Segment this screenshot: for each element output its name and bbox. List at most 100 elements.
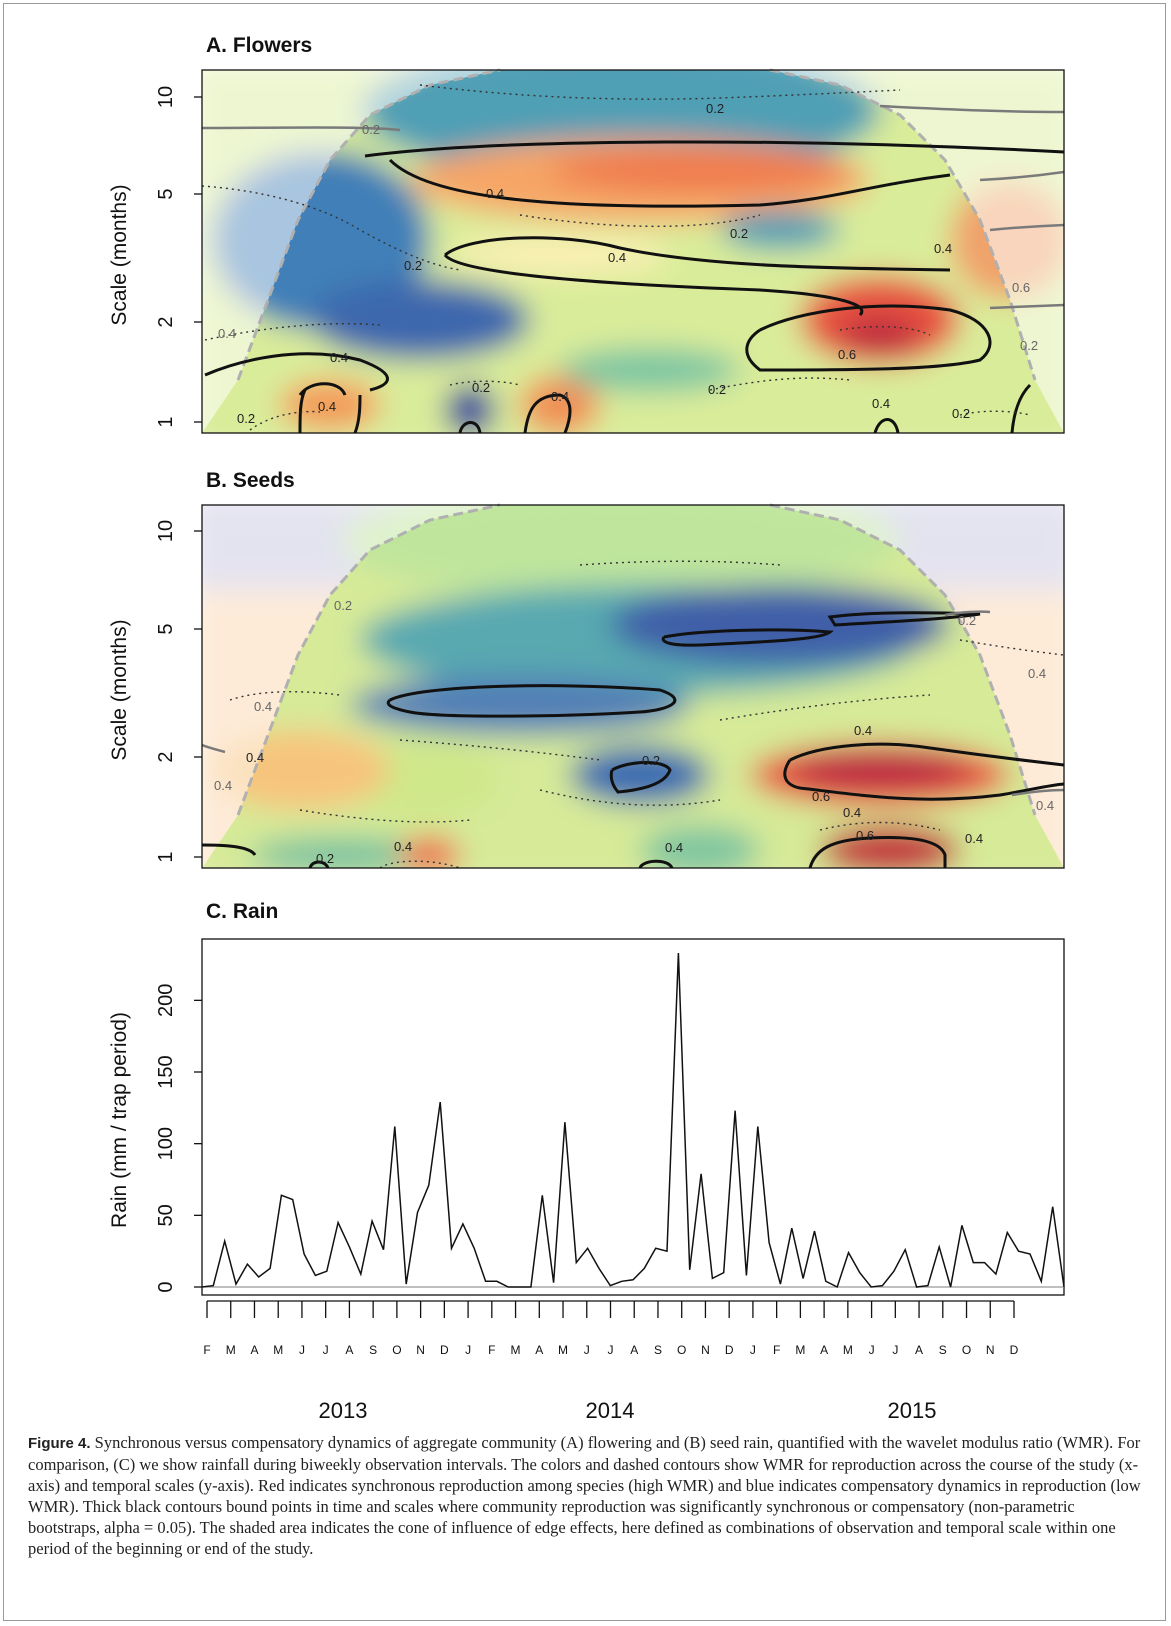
month-label: N	[986, 1343, 995, 1357]
panel-b-contour-labels: 0.2 0.4 0.4 0.4 0.2 0.6 0.4 0.4 0.2 0.4 …	[214, 598, 1054, 866]
month-label: O	[962, 1343, 971, 1357]
month-label: F	[488, 1343, 495, 1357]
month-label: M	[226, 1343, 236, 1357]
month-label: F	[203, 1343, 210, 1357]
ytick-label: 5	[155, 188, 177, 199]
figure-svg: A. Flowers Scale (months)	[108, 34, 1065, 1423]
panel-a-contour-labels: 0.2 0.2 0.4 0.4 0.2 0.2 0.6 0.4 0.4 0.2 …	[218, 101, 1038, 426]
contour-label: 0.6	[1012, 280, 1030, 295]
month-label: A	[630, 1343, 638, 1357]
figure-caption: Figure 4. Synchronous versus compensator…	[28, 1432, 1146, 1559]
ytick-label: 50	[155, 1204, 177, 1226]
ytick-label: 200	[155, 984, 177, 1017]
panel-b-title: B. Seeds	[206, 469, 295, 492]
rain-line	[201, 952, 1065, 1289]
ytick-label: 5	[155, 623, 177, 634]
contour-label: 0.6	[856, 828, 874, 843]
month-label: M	[511, 1343, 521, 1357]
month-label: M	[273, 1343, 283, 1357]
ytick-label: 1	[155, 851, 177, 862]
contour-label: 0.4	[551, 389, 569, 404]
ytick-label: 150	[155, 1055, 177, 1088]
caption-text: Synchronous versus compensatory dynamics…	[28, 1433, 1141, 1558]
contour-label: 0.4	[330, 350, 348, 365]
contour-label: 0.4	[854, 723, 872, 738]
contour-label: 0.2	[472, 380, 490, 395]
month-label: O	[392, 1343, 401, 1357]
contour-label: 0.2	[730, 226, 748, 241]
contour-label: 0.2	[316, 851, 334, 866]
contour-label: 0.2	[237, 411, 255, 426]
contour-label: 0.4	[843, 805, 861, 820]
contour-label: 0.4	[318, 399, 336, 414]
contour-label: 0.4	[218, 326, 236, 341]
contour-label: 0.4	[254, 699, 272, 714]
contour-label: 0.2	[1020, 338, 1038, 353]
month-label: A	[345, 1343, 353, 1357]
month-label: S	[654, 1343, 662, 1357]
contour-label: 0.4	[665, 840, 683, 855]
ytick-label: 10	[155, 520, 177, 542]
contour-label: 0.2	[362, 122, 380, 137]
ytick-label: 2	[155, 751, 177, 762]
month-label: A	[535, 1343, 543, 1357]
contour-label: 0.4	[1028, 666, 1046, 681]
panel-b-yaxis	[194, 530, 202, 858]
contour-label: 0.4	[934, 241, 952, 256]
month-label: J	[299, 1343, 305, 1357]
month-label: J	[750, 1343, 756, 1357]
year-label: 2014	[586, 1398, 635, 1423]
contour-label: 0.4	[394, 839, 412, 854]
month-label: A	[820, 1343, 828, 1357]
panel-b-ylabel: Scale (months)	[108, 619, 131, 760]
panel-b-contours	[202, 560, 1064, 868]
ytick-label: 2	[155, 316, 177, 327]
contour-label: 0.6	[838, 347, 856, 362]
contour-label: 0.4	[486, 186, 504, 201]
rain-year-labels: 2013 2014 2015	[319, 1398, 937, 1423]
panel-a-title: A. Flowers	[206, 34, 312, 57]
contour-label: 0.2	[708, 382, 726, 397]
year-label: 2013	[319, 1398, 368, 1423]
panel-b-coi-line	[236, 503, 1037, 816]
contour-label: 0.6	[812, 789, 830, 804]
caption-label: Figure 4.	[28, 1435, 91, 1452]
contour-label: 0.2	[958, 613, 976, 628]
month-label: D	[1010, 1343, 1019, 1357]
month-label: N	[701, 1343, 710, 1357]
contour-label: 0.4	[608, 250, 626, 265]
month-label: J	[323, 1343, 329, 1357]
panel-a-contours	[202, 84, 1064, 433]
ytick-label: 1	[155, 416, 177, 427]
panel-a-coi-line	[236, 68, 1037, 381]
month-label: M	[843, 1343, 853, 1357]
contour-label: 0.4	[965, 831, 983, 846]
rain-series	[201, 952, 1065, 1289]
panel-a-yaxis	[194, 96, 202, 423]
panel-a-ylabel: Scale (months)	[108, 184, 131, 325]
rain-yaxis: 0 50 100 150 200	[155, 984, 202, 1293]
month-label: M	[558, 1343, 568, 1357]
month-label: J	[584, 1343, 590, 1357]
month-label: S	[369, 1343, 377, 1357]
month-label: S	[939, 1343, 947, 1357]
figure-frame	[3, 3, 1166, 1621]
contour-label: 0.2	[706, 101, 724, 116]
contour-label: 0.4	[214, 778, 232, 793]
month-label: J	[608, 1343, 614, 1357]
month-label: O	[677, 1343, 686, 1357]
contour-label: 0.2	[952, 406, 970, 421]
panel-b-box	[201, 504, 1065, 869]
month-label: F	[773, 1343, 780, 1357]
month-label: N	[416, 1343, 425, 1357]
contour-label: 0.2	[642, 753, 660, 768]
panel-c-box	[201, 938, 1065, 1296]
month-label: A	[915, 1343, 923, 1357]
month-label: A	[250, 1343, 258, 1357]
contour-label: 0.4	[246, 750, 264, 765]
year-label: 2015	[888, 1398, 937, 1423]
ytick-label: 100	[155, 1127, 177, 1160]
panel-c-title: C. Rain	[206, 900, 278, 923]
ytick-label: 0	[155, 1281, 177, 1292]
